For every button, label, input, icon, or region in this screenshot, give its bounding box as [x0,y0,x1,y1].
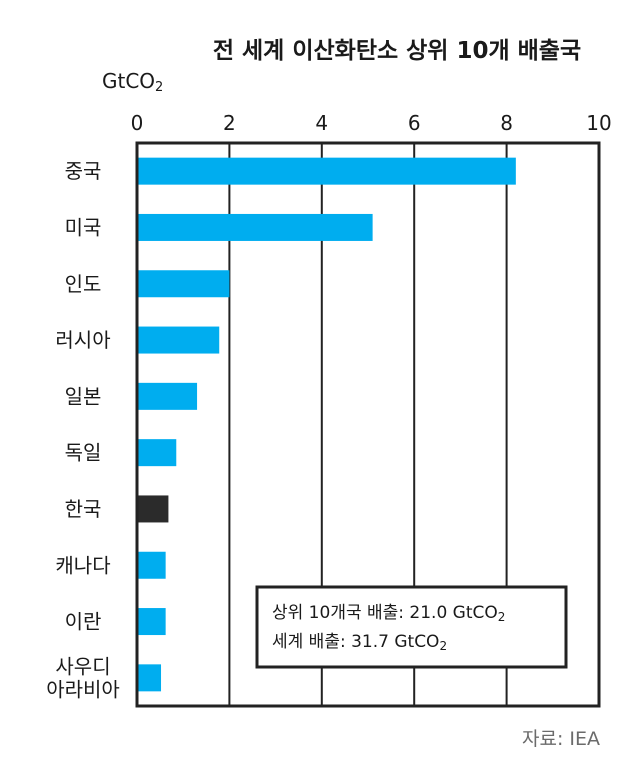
bar-7 [137,495,169,523]
category-label-7: 한국 [65,497,102,521]
category-label-10-line-2: 아라비아 [46,677,120,701]
category-label-5: 일본 [65,384,102,408]
summary-top10-subscript: 2 [498,610,506,624]
bars [137,157,516,692]
category-label-2: 미국 [65,215,102,239]
chart-title: 전 세계 이산화탄소 상위 10개 배출국 [213,38,581,64]
summary-top10-text: 상위 10개국 배출: 21.0 GtCO [272,603,498,623]
x-tick-label-4: 4 [315,111,328,135]
category-label-10-line-1: 사우디 [55,654,110,678]
category-label-9: 이란 [65,610,102,634]
x-tick-labels: 0 2 4 6 8 10 [131,111,612,135]
x-tick-label-8: 8 [500,111,513,135]
category-label-4: 러시아 [55,328,110,352]
category-label-3: 인도 [65,272,102,296]
unit-label: GtCO2 [102,69,163,95]
bar-4 [137,326,220,354]
unit-label-main: GtCO [102,69,155,93]
bar-3 [137,270,230,298]
bar-10 [137,664,162,692]
summary-world: 세계 배출: 31.7 GtCO2 [272,632,447,653]
plot-frame [135,141,601,708]
x-tick-label-10: 10 [586,111,611,135]
unit-label-subscript: 2 [155,80,163,95]
bar-2 [137,213,373,241]
summary-box: 상위 10개국 배출: 21.0 GtCO2 세계 배출: 31.7 GtCO2 [255,585,568,669]
summary-top10: 상위 10개국 배출: 21.0 GtCO2 [272,603,505,624]
x-tick-label-0: 0 [131,111,144,135]
category-label-1: 중국 [65,159,102,183]
bar-1 [137,157,516,185]
x-tick-label-2: 2 [223,111,236,135]
source-label: 자료: IEA [522,728,600,750]
bar-9 [137,608,166,636]
x-tick-label-6: 6 [408,111,421,135]
summary-world-subscript: 2 [439,639,447,653]
summary-box-frame [255,585,568,669]
bar-6 [137,439,177,467]
bar-5 [137,382,198,410]
category-label-6: 독일 [65,441,102,465]
bar-8 [137,551,166,579]
summary-world-text: 세계 배출: 31.7 GtCO [272,632,439,652]
category-label-8: 캐나다 [55,553,110,577]
